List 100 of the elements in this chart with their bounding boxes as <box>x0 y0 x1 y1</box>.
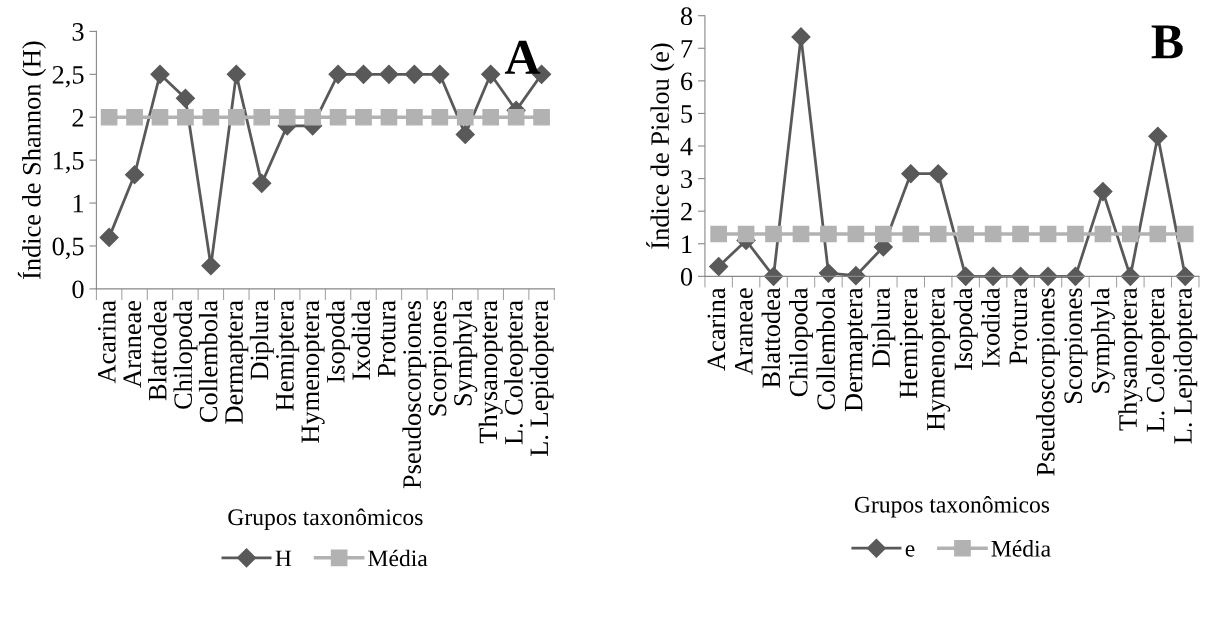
point <box>1067 225 1084 243</box>
x-tick-label: Collembola <box>198 300 218 423</box>
point <box>455 124 475 144</box>
point <box>430 64 450 84</box>
x-tick-label: Acarina <box>97 300 116 384</box>
point <box>226 64 246 84</box>
legend-label: e <box>905 545 915 557</box>
y-axis-title: Índice de Pielou (e) <box>646 43 675 249</box>
y-tick-label: 4 <box>680 137 693 156</box>
point <box>1093 182 1113 202</box>
x-tick-label: Dermaptera <box>844 287 868 412</box>
point <box>304 108 321 126</box>
y-tick-label: 5 <box>681 105 693 123</box>
x-tick-label: Isopoda <box>953 287 978 371</box>
x-tick-label: Diplura <box>871 287 896 368</box>
point <box>1094 225 1112 243</box>
x-tick-label: Blattodea <box>148 300 167 401</box>
y-tick-label: 1,5 <box>53 151 84 174</box>
x-axis-title: Grupos taxonômicos <box>228 508 423 530</box>
point <box>253 108 271 126</box>
point <box>380 108 398 126</box>
point <box>874 225 892 243</box>
x-tick-label: Hemiptera <box>276 300 300 411</box>
point <box>481 64 501 84</box>
point <box>1120 266 1140 286</box>
y-tick-label: 8 <box>680 7 693 26</box>
point <box>379 64 399 84</box>
x-tick-label: Scorpiones <box>1064 288 1088 403</box>
x-tick-label: L. Lepidoptera <box>529 300 554 457</box>
x-tick-label: Araneae <box>123 300 142 388</box>
y-tick-label: 0,5 <box>52 237 84 260</box>
point <box>901 164 921 184</box>
point <box>507 108 525 126</box>
x-tick-label: Chilopoda <box>789 287 813 397</box>
x-tick-label: Ixodida <box>981 287 1000 368</box>
x-tick-label: L. Coleoptera <box>1145 287 1170 432</box>
point <box>150 64 170 84</box>
point <box>482 108 500 126</box>
point <box>202 108 220 126</box>
legend-label: H <box>275 550 292 567</box>
x-tick-label: Acarina <box>707 287 726 371</box>
point <box>201 256 221 276</box>
point <box>431 108 449 126</box>
x-tick-label: Diplura <box>249 300 274 380</box>
x-tick-label: Protura <box>378 300 396 377</box>
x-tick-label: Protura <box>1009 287 1028 365</box>
y-tick-label: 2 <box>72 108 84 127</box>
point <box>1149 225 1167 243</box>
point <box>902 225 920 243</box>
x-tick-label: Ixodida <box>351 300 371 380</box>
y-tick-label: 7 <box>681 40 693 58</box>
point <box>100 108 118 126</box>
point <box>175 88 195 108</box>
point <box>710 225 727 243</box>
y-axis-title: Índice de Shannon (H) <box>17 41 47 279</box>
point <box>125 165 145 185</box>
point <box>1038 266 1058 286</box>
point <box>99 227 119 247</box>
point <box>792 225 810 243</box>
y-tick-label: 1 <box>73 194 84 213</box>
point <box>818 263 838 283</box>
y-tick-label: 3 <box>72 23 84 41</box>
point <box>1011 266 1031 286</box>
point <box>1065 266 1085 286</box>
point <box>791 27 811 47</box>
point <box>533 108 550 126</box>
point <box>847 225 865 243</box>
y-tick-label: 0 <box>72 280 84 299</box>
annotation: B <box>1151 25 1183 59</box>
x-tick-label: Collembola <box>816 287 836 410</box>
x-tick-label: Araneae <box>735 288 753 376</box>
y-tick-label: 6 <box>681 72 693 91</box>
x-tick-label: Pseudoscorpiones <box>1036 288 1060 476</box>
x-tick-label: L. Lepidoptera <box>1173 287 1198 444</box>
point <box>1148 126 1168 146</box>
y-tick-label: 2 <box>681 202 692 221</box>
point <box>177 108 194 126</box>
point <box>227 108 245 126</box>
x-tick-label: Scorpiones <box>428 300 452 416</box>
y-tick-label: 1 <box>682 235 692 253</box>
point <box>709 257 729 277</box>
point <box>456 108 474 126</box>
point <box>957 225 975 243</box>
x-tick-label: Isopoda <box>326 300 351 383</box>
point <box>406 108 423 126</box>
point <box>329 108 347 126</box>
legend-label: Média <box>368 549 428 567</box>
y-tick-label: 2,5 <box>52 65 84 88</box>
point <box>737 225 755 243</box>
point <box>355 108 372 126</box>
point <box>404 64 424 84</box>
point <box>928 164 948 184</box>
point <box>820 225 837 243</box>
x-tick-label: Pseudoscorpiones <box>402 300 427 489</box>
legend-label: Média <box>991 540 1051 557</box>
point <box>278 108 296 126</box>
point <box>956 266 976 286</box>
x-tick-label: Hymenoptera <box>927 287 951 431</box>
y-tick-label: 0 <box>680 267 693 286</box>
point <box>1175 266 1195 286</box>
